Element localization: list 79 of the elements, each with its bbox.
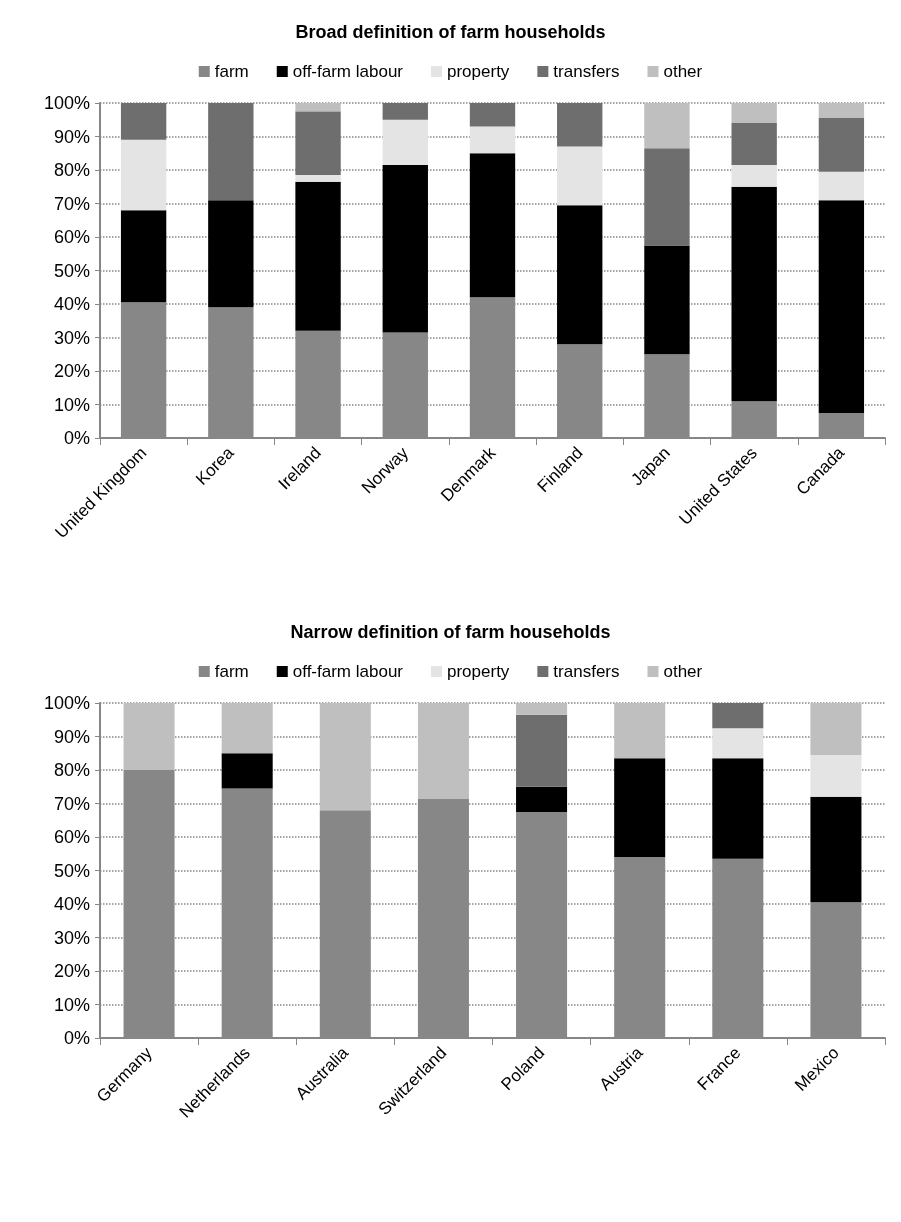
bar [712,758,764,859]
y-tick-label: 10% [53,394,90,415]
bar [295,103,341,112]
y-tick-label: 20% [53,961,90,981]
legend-label: transfers [553,62,620,81]
bar [120,210,167,303]
bar [382,103,428,120]
bar [818,118,865,172]
chart-title: Narrow definition of farm households [290,622,611,642]
y-tick-label: 10% [53,994,90,1015]
legend-label: other [663,62,703,81]
bar [818,103,865,119]
bar [614,758,666,858]
bar [731,103,777,124]
bar [417,703,469,799]
bar [469,103,516,127]
bar [120,139,167,211]
bar [810,703,862,755]
bar [516,703,568,715]
bar [221,703,273,754]
bar [731,164,777,187]
y-tick-label: 20% [53,361,90,381]
bar [644,148,690,246]
y-tick-label: 90% [53,726,90,747]
y-tick-label: 90% [53,126,90,147]
y-tick-label: 50% [53,860,90,881]
legend-label: off-farm labour [292,62,404,81]
y-tick-label: 0% [63,1028,90,1048]
bar [123,703,175,770]
legend-label: off-farm labour [292,662,404,681]
y-tick-label: 100% [43,693,90,713]
y-tick-label: 50% [53,260,90,281]
bar [382,164,428,333]
bar [712,728,764,759]
bar [295,181,341,331]
bar [469,153,516,298]
bar [208,103,254,201]
bar [810,796,862,903]
bar [382,119,428,165]
bar [469,126,516,154]
bar [221,753,273,789]
bar [557,205,603,345]
bar [644,103,690,149]
y-tick-label: 100% [43,93,90,113]
legend-label: farm [214,62,249,81]
y-tick-label: 30% [53,327,90,348]
y-tick-label: 80% [53,160,90,180]
bar [810,754,862,797]
bar [120,103,167,140]
legend-label: transfers [553,662,620,681]
bar [319,703,371,811]
bar [516,714,568,787]
bar [818,200,865,413]
bar [614,703,666,759]
bar [712,703,764,729]
y-tick-label: 40% [53,294,90,314]
bar [557,146,603,206]
legend-label: property [447,62,510,81]
bar [818,171,865,201]
y-tick-label: 30% [53,927,90,948]
bar [557,103,603,147]
bar [295,111,341,176]
y-tick-label: 60% [53,827,90,847]
legend-label: other [663,662,703,681]
y-tick-label: 70% [53,793,90,814]
bar [516,786,568,812]
y-tick-label: 40% [53,894,90,914]
bar [731,123,777,165]
legend-label: property [447,662,510,681]
bar [731,186,777,402]
y-tick-label: 60% [53,227,90,247]
y-tick-label: 70% [53,193,90,214]
y-tick-label: 0% [63,428,90,448]
chart-title: Broad definition of farm households [295,22,606,42]
bar [208,200,254,308]
y-tick-label: 80% [53,760,90,780]
bar [295,175,341,182]
bar [644,245,690,355]
legend-label: farm [214,662,249,681]
